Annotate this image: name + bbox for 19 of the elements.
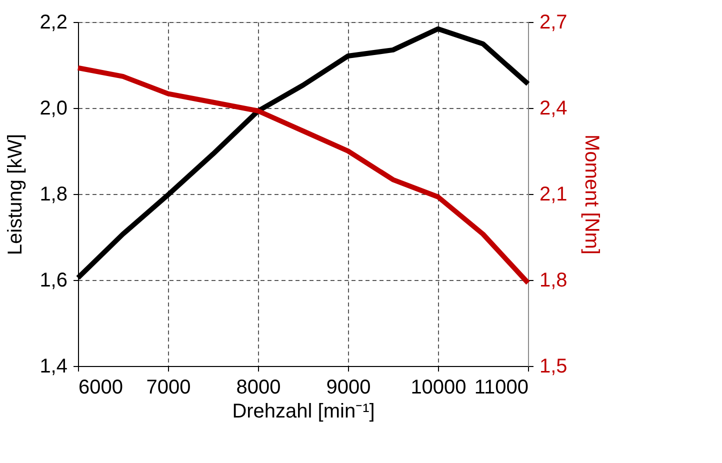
x-axis-title: Drehzahl [min⁻¹] xyxy=(232,400,375,422)
y2-tick-label: 1,8 xyxy=(540,270,568,292)
y2-axis-title: Moment [Nm] xyxy=(580,134,602,255)
x-tick-label: 10000 xyxy=(410,376,466,398)
x-tick-label: 6000 xyxy=(78,376,123,398)
y2-tick-label: 2,7 xyxy=(540,12,568,34)
y-tick-label: 1,4 xyxy=(40,356,68,378)
y-tick-label: 2,0 xyxy=(40,98,68,120)
x-tick-label: 7000 xyxy=(146,376,191,398)
x-tick-label: 8000 xyxy=(236,376,281,398)
y2-tick-label: 2,1 xyxy=(540,184,568,206)
y2-tick-label: 1,5 xyxy=(540,356,568,378)
y-tick-label: 1,8 xyxy=(40,184,68,206)
y-tick-label: 1,6 xyxy=(40,270,68,292)
x-tick-label: 9000 xyxy=(326,376,371,398)
x-tick-label: 11000 xyxy=(474,376,528,398)
y-axis-title: Leistung [kW] xyxy=(4,134,27,256)
y2-tick-label: 2,4 xyxy=(540,98,568,120)
y-tick-label: 2,2 xyxy=(40,12,68,34)
